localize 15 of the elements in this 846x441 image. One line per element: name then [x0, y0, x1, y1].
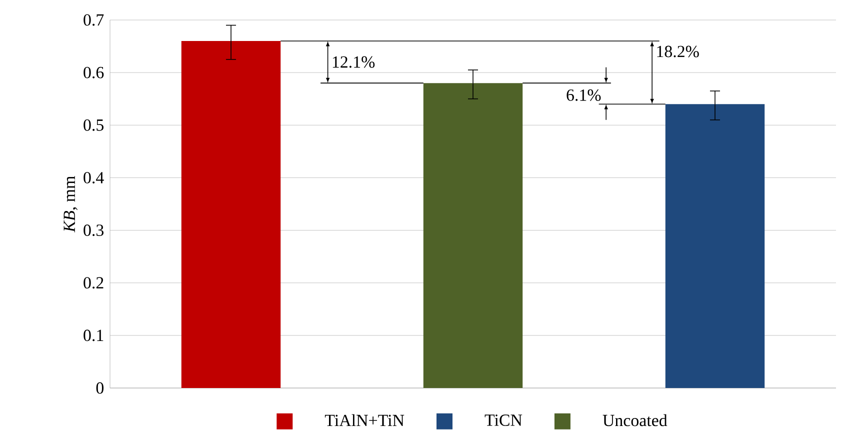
y-tick-label: 0.3	[84, 224, 104, 236]
legend-label: Uncoated	[602, 414, 668, 426]
legend-label: TiAlN+TiN	[324, 414, 404, 426]
y-tick-label: 0.2	[84, 277, 104, 289]
y-axis-title: KB, mm	[64, 176, 78, 232]
annotation: 18.2%	[657, 46, 699, 58]
y-tick-label: 0.6	[84, 66, 104, 78]
y-tick-label: 0.4	[84, 172, 104, 184]
annotation: 12.1%	[332, 56, 375, 68]
y-tick-label: 0	[96, 382, 104, 394]
y-tick-label: 0.1	[84, 330, 104, 342]
y-tick-label: 0.5	[84, 119, 104, 131]
y-tick-label: 0.7	[84, 14, 104, 26]
legend-label: TiCN	[484, 414, 522, 426]
annotation: 6.1%	[566, 89, 601, 101]
